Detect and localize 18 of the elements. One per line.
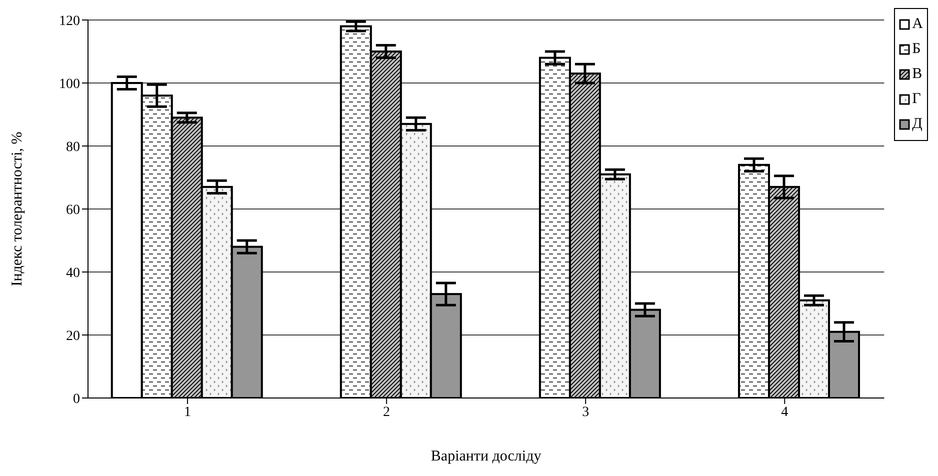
x-tick-label: 1 (184, 404, 192, 420)
y-tick-label: 40 (66, 266, 80, 281)
y-axis-title: Індекс толерантності, % (9, 132, 26, 286)
legend-label: Д (912, 116, 922, 133)
y-tick-label: 20 (66, 328, 80, 344)
x-tick-label: 3 (582, 404, 590, 420)
y-tick-label: 60 (66, 202, 80, 218)
y-tick-label: 0 (73, 392, 80, 407)
legend-label: Г (912, 91, 921, 108)
y-tick-label: 80 (66, 140, 80, 155)
x-axis-title: Варіанти досліду (430, 448, 542, 465)
y-tick-label: 100 (59, 76, 80, 92)
legend-label: В (912, 66, 922, 83)
x-tick-label: 2 (383, 404, 390, 420)
legend-label: Б (912, 41, 921, 58)
legend-label: А (912, 16, 923, 33)
x-tick-label: 4 (781, 404, 788, 420)
y-tick-label: 120 (59, 14, 80, 29)
